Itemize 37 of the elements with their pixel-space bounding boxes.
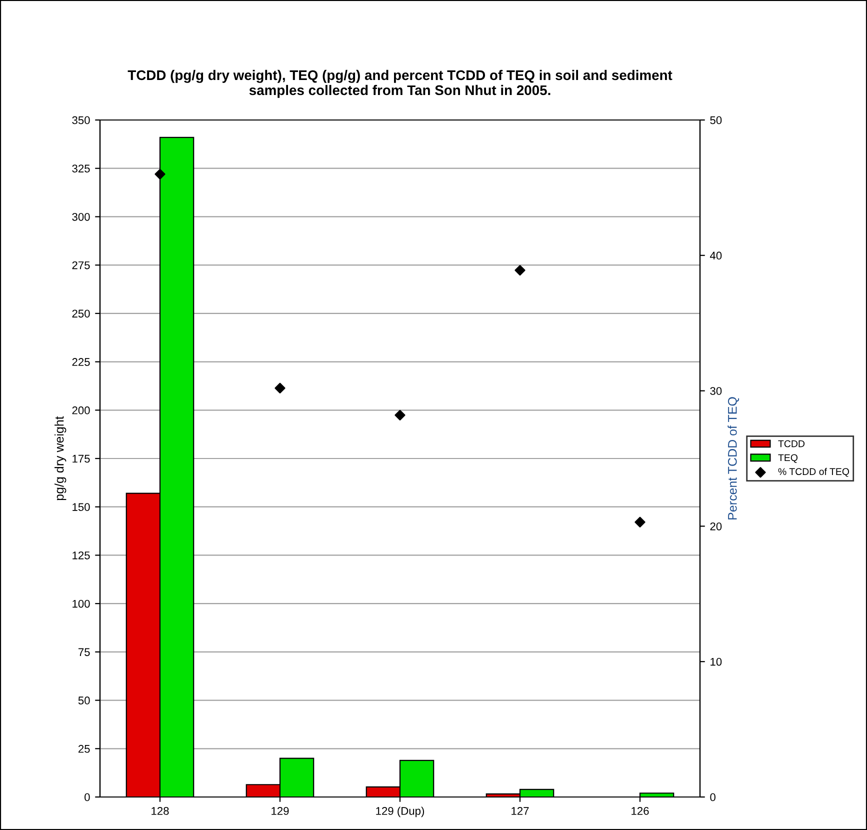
point [274, 382, 286, 394]
x-tick-label: 129 [272, 807, 289, 815]
y-tick-label: 150 [72, 503, 90, 511]
x-tick-label: 128 [152, 807, 169, 815]
y2-tick-label: 20 [710, 522, 722, 530]
y-tick-label: 50 [78, 696, 90, 704]
x-tick-label: 129 (Dup) [376, 806, 424, 818]
point [394, 410, 406, 420]
y2-tick-label: 30 [710, 387, 722, 395]
x-tick-label: 126 [632, 807, 649, 815]
legend-label: TCDD [778, 440, 805, 448]
y-tick-label: 275 [72, 261, 90, 270]
y-tick-label: 300 [72, 212, 90, 221]
legend-label: % TCDD of TEQ [778, 468, 850, 477]
y-tick-label: 350 [72, 116, 90, 124]
y-tick-label: 225 [72, 358, 90, 366]
y-tick-label: 200 [72, 406, 90, 414]
y2-tick-label: 50 [710, 116, 722, 124]
y-tick-label: 0 [84, 793, 90, 802]
y2-axis-title: Percent TCDD of TEQ [728, 397, 740, 520]
y-tick-label: 325 [72, 164, 90, 172]
y-tick-label: 125 [72, 551, 90, 560]
point [514, 264, 526, 276]
chart-title: TCDD (pg/g dry weight), TEQ (pg/g) and percent TCDD of TEQ in soil and sediment samples collected from Tan Son Nhut in 2005. [128, 70, 672, 98]
y-tick-label: 25 [78, 744, 90, 753]
legend-label: TEQ [778, 454, 798, 463]
point [634, 516, 646, 528]
y-tick-label: 175 [72, 454, 90, 463]
y2-tick-label: 10 [710, 658, 722, 666]
y-tick-label: 100 [72, 600, 90, 608]
y2-tick-label: 40 [710, 252, 722, 260]
y2-tick-label: 0 [710, 793, 716, 802]
point [154, 168, 166, 180]
y-tick-label: 75 [78, 648, 90, 656]
y-tick-label: 250 [72, 310, 90, 318]
x-tick-label: 127 [512, 807, 529, 815]
y-axis-title: pg/g dry weight [54, 416, 66, 500]
